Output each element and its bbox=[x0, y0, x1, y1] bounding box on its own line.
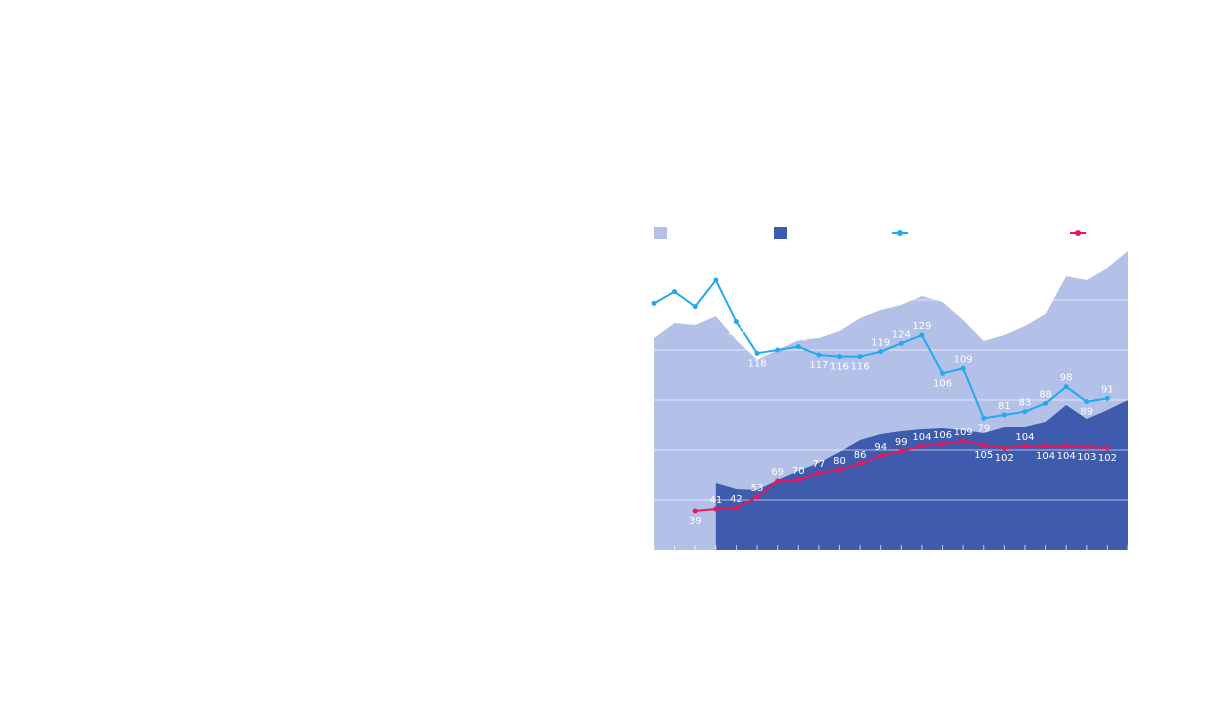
point bbox=[795, 477, 801, 483]
data-label: 106 bbox=[933, 378, 952, 389]
point bbox=[960, 438, 966, 444]
data-label: 124 bbox=[892, 329, 911, 340]
data-label: 118 bbox=[747, 358, 766, 369]
point bbox=[795, 344, 801, 350]
data-label: 109 bbox=[954, 354, 973, 365]
data-label: 88 bbox=[1039, 389, 1052, 400]
point bbox=[775, 478, 781, 484]
point bbox=[878, 349, 884, 355]
point bbox=[919, 332, 925, 338]
point bbox=[940, 441, 946, 447]
data-label: 99 bbox=[895, 437, 908, 448]
data-label: 104 bbox=[1015, 432, 1034, 443]
data-label: 137 bbox=[727, 327, 746, 338]
data-label: 103 bbox=[1077, 452, 1096, 463]
point bbox=[1022, 443, 1028, 449]
data-label: 155 bbox=[665, 278, 684, 289]
point bbox=[981, 415, 987, 421]
data-label: 104 bbox=[1036, 451, 1055, 462]
data-label: 86 bbox=[854, 450, 867, 461]
legend-swatch bbox=[774, 227, 787, 239]
data-label: 98 bbox=[1060, 373, 1073, 384]
data-label: 83 bbox=[1019, 398, 1032, 409]
point bbox=[713, 277, 719, 283]
point bbox=[1063, 443, 1069, 449]
data-label: 117 bbox=[809, 360, 828, 371]
point bbox=[1104, 395, 1110, 401]
data-label: 104 bbox=[1057, 451, 1076, 462]
data-label: 119 bbox=[871, 338, 890, 349]
point bbox=[1022, 409, 1028, 415]
point bbox=[1001, 412, 1007, 418]
point bbox=[754, 350, 760, 356]
data-label: 109 bbox=[954, 427, 973, 438]
point bbox=[1001, 445, 1007, 451]
point bbox=[836, 354, 842, 360]
legend-swatch bbox=[654, 227, 667, 239]
area bbox=[715, 400, 1128, 550]
point bbox=[981, 442, 987, 448]
data-label: 106 bbox=[933, 430, 952, 441]
point bbox=[1084, 444, 1090, 450]
point bbox=[733, 319, 739, 325]
point bbox=[775, 347, 781, 353]
data-label: 80 bbox=[833, 456, 846, 467]
data-label: 53 bbox=[751, 483, 764, 494]
data-label: 91 bbox=[1101, 384, 1114, 395]
point bbox=[816, 470, 822, 476]
point bbox=[1084, 399, 1090, 405]
point bbox=[733, 505, 739, 511]
data-label: 162 bbox=[706, 266, 725, 277]
data-label: 148 bbox=[644, 308, 663, 319]
point bbox=[692, 304, 698, 310]
legend-swatch bbox=[897, 230, 903, 236]
data-label: 42 bbox=[730, 494, 743, 505]
data-label: 116 bbox=[830, 362, 849, 373]
point bbox=[1043, 443, 1049, 449]
point bbox=[919, 443, 925, 449]
point bbox=[1063, 384, 1069, 390]
data-label: 105 bbox=[974, 450, 993, 461]
data-label: 94 bbox=[874, 442, 887, 453]
data-label: 129 bbox=[912, 321, 931, 332]
point bbox=[651, 300, 657, 306]
data-label: 69 bbox=[771, 467, 784, 478]
point bbox=[1043, 400, 1049, 406]
data-label: 77 bbox=[813, 459, 826, 470]
legend-swatch bbox=[1075, 230, 1081, 236]
point bbox=[857, 461, 863, 467]
data-label: 116 bbox=[851, 362, 870, 373]
point bbox=[857, 354, 863, 360]
data-label: 79 bbox=[977, 423, 990, 434]
data-label: 122 bbox=[789, 333, 808, 344]
point bbox=[816, 352, 822, 358]
point bbox=[898, 448, 904, 454]
point bbox=[898, 340, 904, 346]
point bbox=[692, 508, 698, 514]
point bbox=[1104, 445, 1110, 451]
point bbox=[940, 370, 946, 376]
data-label: 41 bbox=[709, 495, 722, 506]
data-label: 104 bbox=[912, 432, 931, 443]
point bbox=[672, 289, 678, 295]
data-label: 39 bbox=[689, 516, 702, 527]
data-label: 102 bbox=[1098, 453, 1117, 464]
data-label: 102 bbox=[995, 453, 1014, 464]
data-label: 89 bbox=[1080, 407, 1093, 418]
point bbox=[878, 453, 884, 459]
data-label: 120 bbox=[768, 336, 787, 347]
point bbox=[960, 365, 966, 371]
point bbox=[713, 506, 719, 512]
data-label: 81 bbox=[998, 401, 1011, 412]
data-label: 70 bbox=[792, 466, 805, 477]
point bbox=[836, 467, 842, 473]
point bbox=[754, 494, 760, 500]
data-label: 146 bbox=[686, 312, 705, 323]
